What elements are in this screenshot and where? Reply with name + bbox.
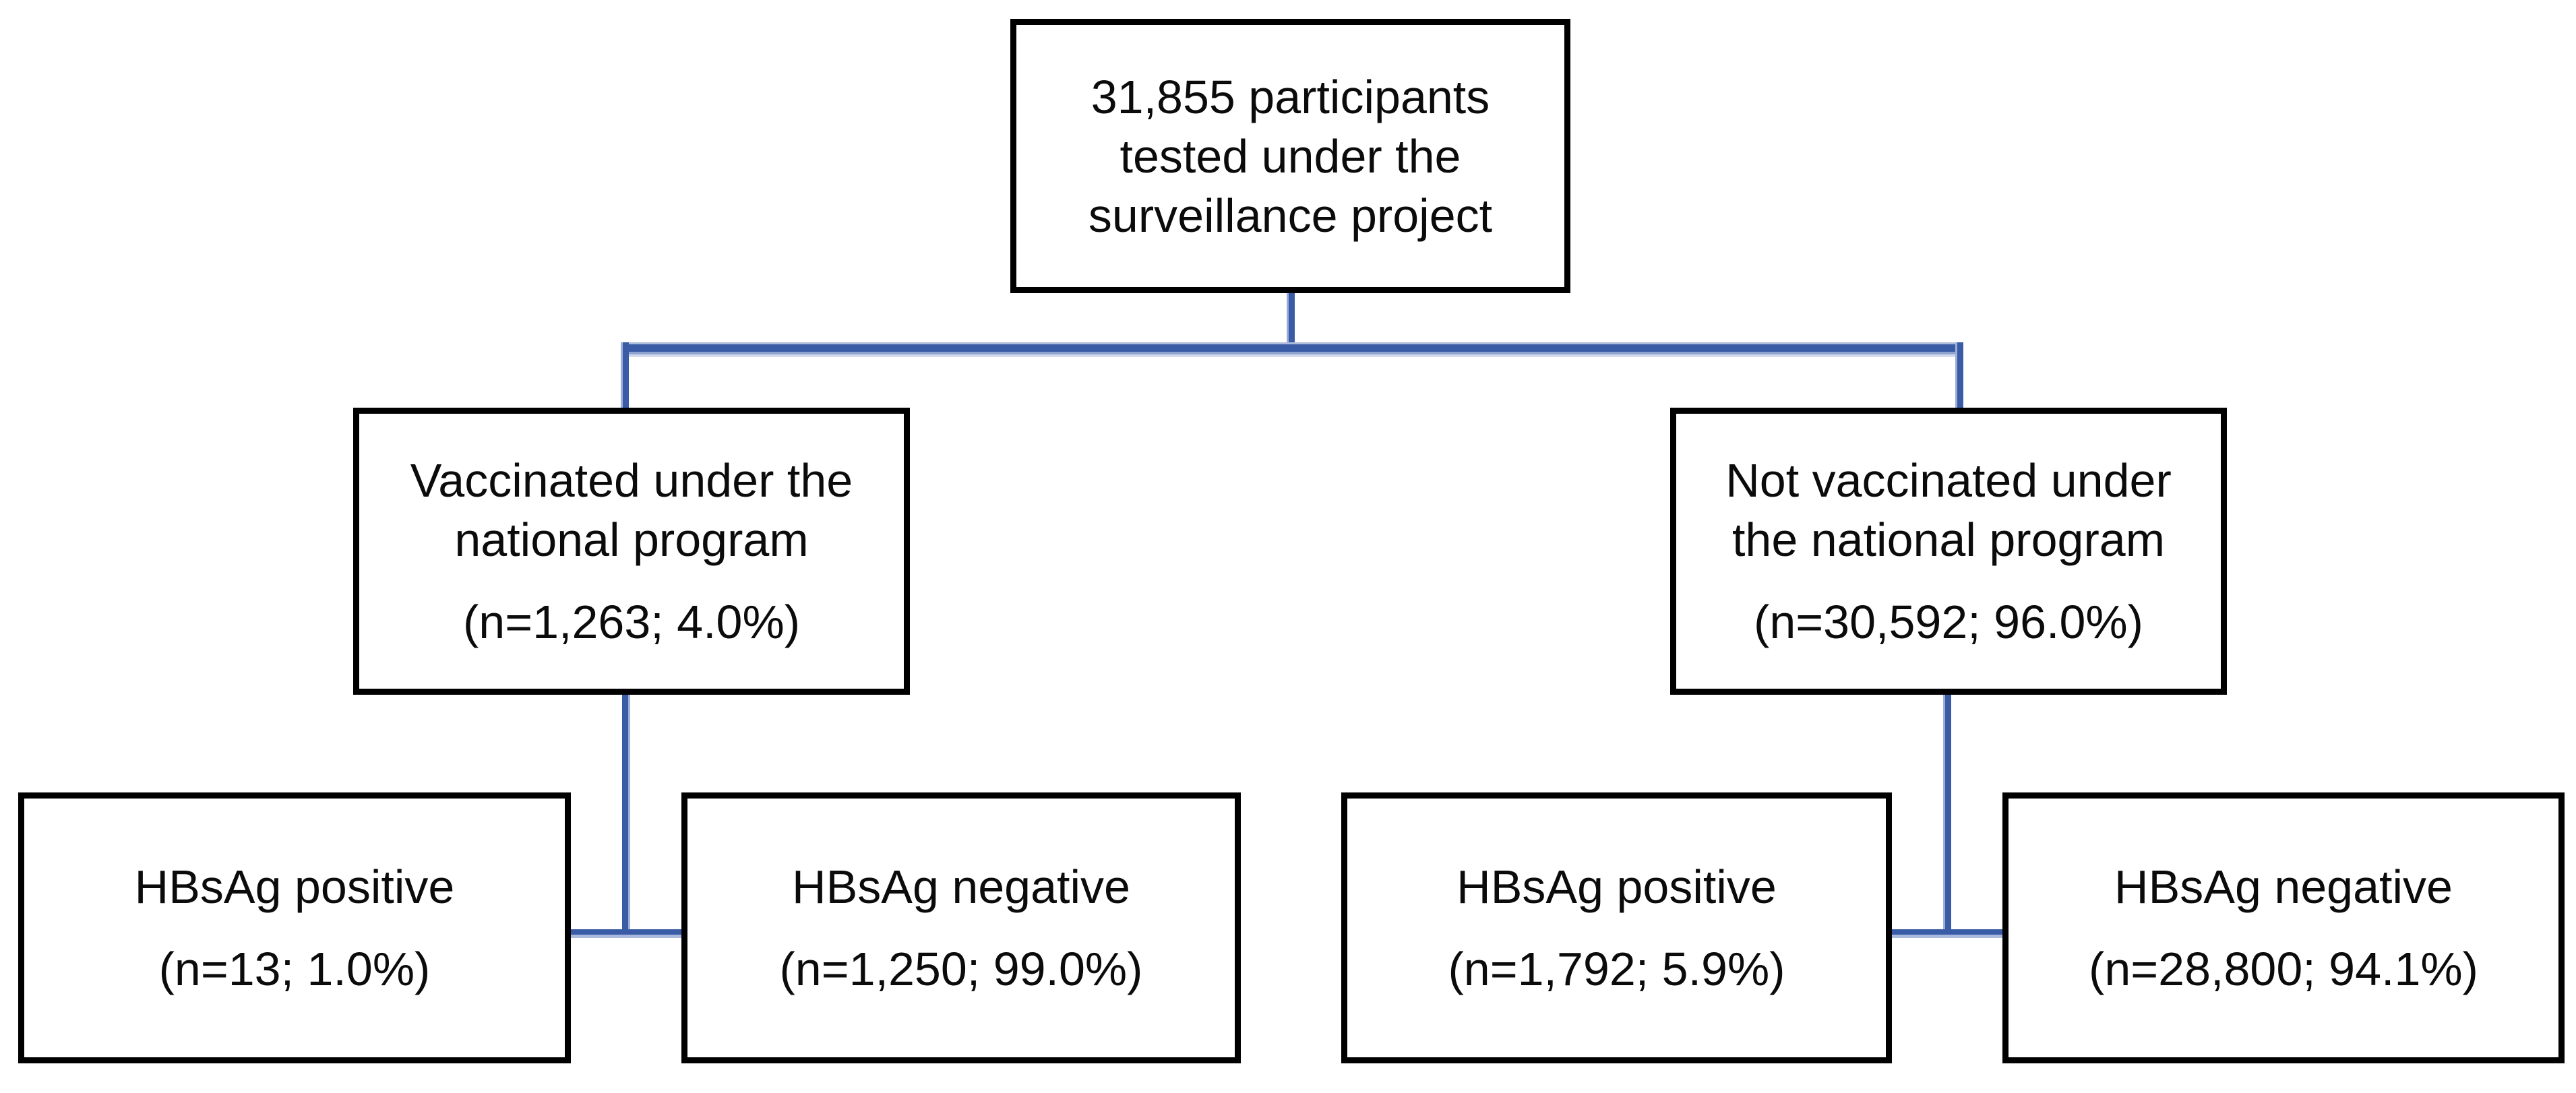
leaf-box-not-vaccinated-hbsag-positive: HBsAg positive (n=1,792; 5.9%) (1341, 792, 1892, 1063)
branch-not-vaccinated-stat: (n=30,592; 96.0%) (1754, 596, 2143, 648)
leaf-3-label: HBsAg positive (1456, 861, 1777, 913)
root-box-total-participants: 31,855 participants tested under the sur… (1010, 19, 1570, 293)
leaf-box-not-vaccinated-hbsag-negative: HBsAg negative (n=28,800; 94.1%) (2002, 792, 2565, 1063)
root-box-text: 31,855 participants tested under the sur… (1088, 67, 1492, 245)
connector-leaf-horizontal-right (1892, 929, 2002, 938)
root-line-3: surveillance project (1088, 189, 1493, 242)
connector-leaf-horizontal-left (571, 929, 681, 938)
branch-not-vaccinated-label-line-1: Not vaccinated under (1725, 454, 2172, 507)
leaf-box-vaccinated-hbsag-positive: HBsAg positive (n=13; 1.0%) (18, 792, 571, 1063)
leaf-1-stat: (n=13; 1.0%) (158, 943, 431, 995)
leaf-4-label: HBsAg negative (2114, 861, 2453, 913)
branch-box-not-vaccinated: Not vaccinated under the national progra… (1670, 408, 2227, 695)
branch-vaccinated-label-line-2: national program (454, 513, 809, 566)
root-line-1: 31,855 participants (1091, 70, 1490, 123)
branch-vaccinated-label-line-1: Vaccinated under the (410, 454, 853, 507)
branch-vaccinated-label: Vaccinated under the national program (410, 451, 853, 569)
connector-branch-right-stub (1943, 693, 1951, 937)
connector-drop-left (621, 342, 629, 409)
leaf-2-stat: (n=1,250; 99.0%) (779, 943, 1143, 995)
leaf-3-stat: (n=1,792; 5.9%) (1448, 943, 1785, 995)
branch-not-vaccinated-label: Not vaccinated under the national progra… (1725, 451, 2172, 569)
connector-drop-right (1955, 342, 1963, 409)
connector-root-stub (1287, 292, 1295, 346)
connector-main-horizontal (621, 342, 1963, 357)
branch-box-vaccinated: Vaccinated under the national program (n… (353, 408, 910, 695)
leaf-2-label: HBsAg negative (792, 861, 1130, 913)
leaf-4-stat: (n=28,800; 94.1%) (2089, 943, 2478, 995)
leaf-box-vaccinated-hbsag-negative: HBsAg negative (n=1,250; 99.0%) (681, 792, 1241, 1063)
connector-branch-left-stub (622, 693, 630, 937)
branch-not-vaccinated-label-line-2: the national program (1731, 513, 2166, 566)
branch-vaccinated-stat: (n=1,263; 4.0%) (462, 596, 801, 648)
leaf-1-label: HBsAg positive (134, 861, 455, 913)
root-line-2: tested under the (1120, 129, 1461, 183)
